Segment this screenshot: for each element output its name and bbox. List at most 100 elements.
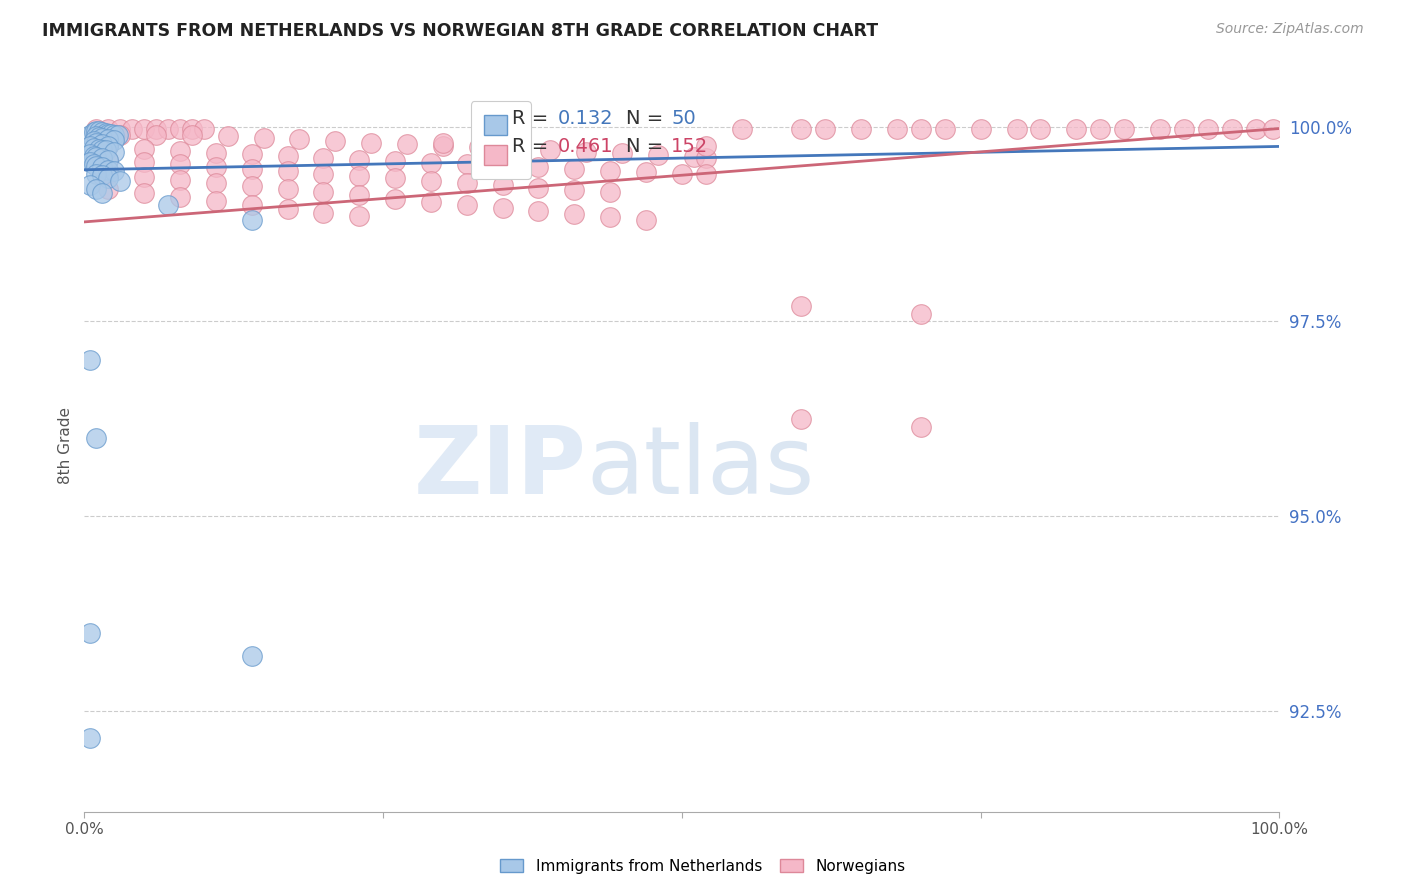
- Point: [79, 155, 101, 169]
- Point: [97, 170, 120, 185]
- Point: [384, 154, 406, 169]
- Point: [83, 125, 105, 139]
- Point: [468, 140, 491, 154]
- Point: [193, 121, 215, 136]
- Text: R =: R =: [512, 109, 555, 128]
- Point: [612, 146, 634, 161]
- Text: Source: ZipAtlas.com: Source: ZipAtlas.com: [1216, 22, 1364, 37]
- Point: [527, 161, 550, 175]
- Point: [86, 124, 108, 138]
- Point: [277, 202, 299, 216]
- Point: [910, 121, 932, 136]
- Point: [91, 143, 114, 157]
- Point: [169, 157, 191, 171]
- Point: [79, 178, 101, 193]
- Point: [205, 194, 228, 208]
- Point: [492, 159, 515, 173]
- Point: [384, 171, 406, 186]
- Point: [731, 121, 754, 136]
- Point: [432, 136, 454, 150]
- Point: [79, 353, 101, 368]
- Point: [240, 213, 263, 227]
- Point: [107, 128, 129, 142]
- Point: [599, 186, 621, 200]
- Point: [636, 165, 658, 179]
- Point: [91, 151, 114, 165]
- Point: [1173, 121, 1195, 136]
- Point: [456, 198, 478, 212]
- Point: [103, 133, 125, 147]
- Point: [325, 134, 347, 148]
- Point: [851, 121, 873, 136]
- Point: [540, 144, 562, 158]
- Point: [205, 176, 228, 190]
- Point: [575, 145, 598, 159]
- Point: [97, 138, 120, 153]
- Point: [277, 164, 299, 178]
- Point: [790, 299, 813, 313]
- Point: [86, 167, 108, 181]
- Point: [86, 159, 108, 173]
- Point: [312, 186, 335, 200]
- Point: [910, 419, 932, 434]
- Point: [671, 167, 693, 181]
- Point: [599, 211, 621, 225]
- Point: [1149, 121, 1171, 136]
- Point: [83, 141, 105, 155]
- Point: [217, 129, 239, 144]
- Point: [157, 198, 180, 212]
- Point: [157, 121, 180, 136]
- Point: [97, 162, 120, 177]
- Point: [94, 126, 117, 140]
- Point: [91, 186, 114, 200]
- Text: 152: 152: [671, 136, 709, 155]
- Point: [277, 182, 299, 196]
- Point: [240, 198, 263, 212]
- Point: [1005, 121, 1028, 136]
- Point: [103, 145, 125, 159]
- Point: [1244, 121, 1267, 136]
- Point: [94, 144, 117, 158]
- Point: [910, 307, 932, 321]
- Point: [1114, 121, 1136, 136]
- Point: [110, 174, 132, 188]
- Point: [91, 161, 114, 175]
- Point: [86, 182, 108, 196]
- Text: R =: R =: [512, 136, 555, 155]
- Point: [456, 176, 478, 190]
- Point: [110, 121, 132, 136]
- Point: [103, 164, 125, 178]
- Point: [683, 149, 706, 163]
- Point: [169, 144, 191, 158]
- Text: ZIP: ZIP: [413, 422, 586, 514]
- Point: [205, 145, 228, 160]
- Point: [86, 431, 108, 445]
- Point: [503, 142, 526, 156]
- Point: [527, 180, 550, 194]
- Point: [240, 161, 263, 176]
- Text: 50: 50: [671, 109, 696, 128]
- Point: [1197, 121, 1219, 136]
- Point: [97, 153, 120, 167]
- Point: [420, 155, 443, 169]
- Point: [103, 128, 125, 142]
- Point: [83, 149, 105, 163]
- Point: [91, 137, 114, 152]
- Point: [1029, 121, 1052, 136]
- Point: [86, 136, 108, 150]
- Point: [360, 136, 382, 150]
- Point: [79, 147, 101, 161]
- Point: [132, 121, 156, 136]
- Point: [636, 213, 658, 227]
- Point: [790, 411, 813, 425]
- Point: [97, 121, 120, 136]
- Point: [83, 134, 105, 148]
- Point: [86, 121, 108, 136]
- Point: [181, 121, 204, 136]
- Point: [695, 139, 717, 153]
- Point: [79, 625, 101, 640]
- Point: [312, 167, 335, 181]
- Point: [97, 131, 120, 145]
- Point: [145, 121, 167, 136]
- Text: N =: N =: [626, 109, 669, 128]
